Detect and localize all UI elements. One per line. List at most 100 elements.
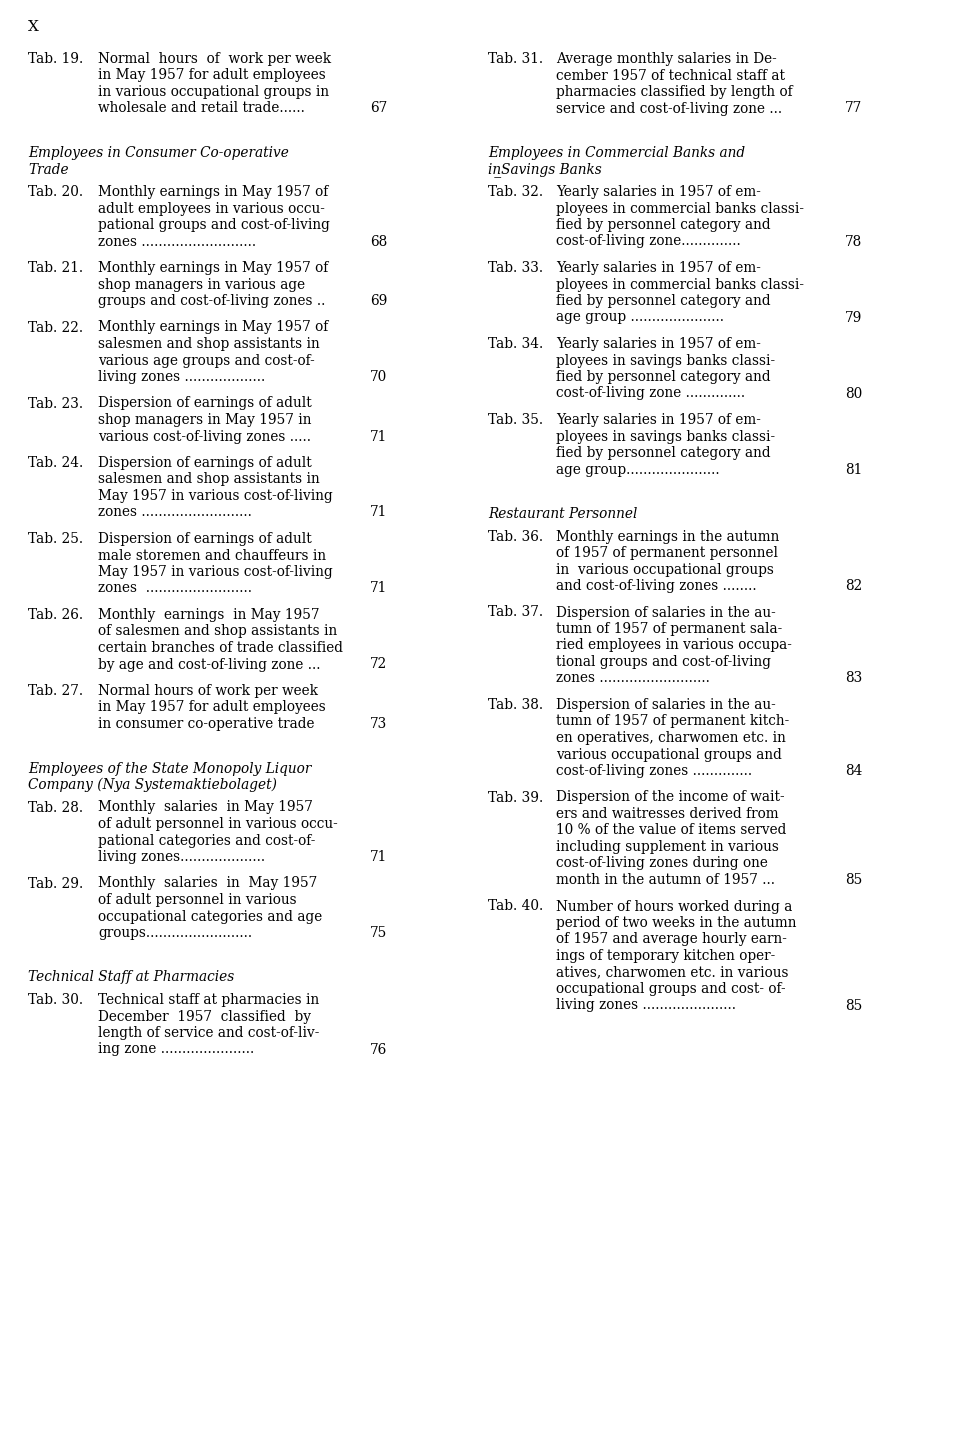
- Text: Yearly salaries in 1957 of em-: Yearly salaries in 1957 of em-: [556, 185, 761, 198]
- Text: May 1957 in various cost-of-living: May 1957 in various cost-of-living: [98, 489, 333, 503]
- Text: zones  .........................: zones .........................: [98, 582, 252, 595]
- Text: 83: 83: [845, 671, 862, 685]
- Text: Tab. 23.: Tab. 23.: [28, 397, 84, 411]
- Text: Monthly earnings in May 1957 of: Monthly earnings in May 1957 of: [98, 320, 328, 335]
- Text: Tab. 30.: Tab. 30.: [28, 993, 84, 1007]
- Text: Tab. 29.: Tab. 29.: [28, 877, 84, 891]
- Text: shop managers in May 1957 in: shop managers in May 1957 in: [98, 412, 311, 427]
- Text: wholesale and retail trade......: wholesale and retail trade......: [98, 102, 305, 115]
- Text: Tab. 19.: Tab. 19.: [28, 52, 84, 66]
- Text: Tab. 39.: Tab. 39.: [488, 790, 543, 805]
- Text: of 1957 and average hourly earn-: of 1957 and average hourly earn-: [556, 933, 787, 947]
- Text: 71: 71: [370, 506, 387, 520]
- Text: Normal hours of work per week: Normal hours of work per week: [98, 684, 318, 698]
- Text: Tab. 40.: Tab. 40.: [488, 900, 543, 914]
- Text: shop managers in various age: shop managers in various age: [98, 277, 305, 292]
- Text: tional groups and cost-of-living: tional groups and cost-of-living: [556, 655, 771, 670]
- Text: 68: 68: [370, 234, 387, 249]
- Text: X: X: [28, 20, 38, 34]
- Text: Dispersion of earnings of adult: Dispersion of earnings of adult: [98, 397, 312, 411]
- Text: Dispersion of earnings of adult: Dispersion of earnings of adult: [98, 532, 312, 546]
- Text: 85: 85: [845, 874, 862, 887]
- Text: living zones ...................: living zones ...................: [98, 369, 265, 384]
- Text: Tab. 33.: Tab. 33.: [488, 262, 543, 274]
- Text: May 1957 in various cost-of-living: May 1957 in various cost-of-living: [98, 565, 333, 579]
- Text: 10 % of the value of items served: 10 % of the value of items served: [556, 823, 786, 838]
- Text: Technical staff at pharmacies in: Technical staff at pharmacies in: [98, 993, 320, 1007]
- Text: 78: 78: [845, 234, 862, 249]
- Text: ing zone ......................: ing zone ......................: [98, 1042, 254, 1056]
- Text: male storemen and chauffeurs in: male storemen and chauffeurs in: [98, 549, 326, 562]
- Text: by age and cost-of-living zone ...: by age and cost-of-living zone ...: [98, 658, 321, 671]
- Text: Tab. 24.: Tab. 24.: [28, 456, 84, 470]
- Text: 70: 70: [370, 369, 387, 384]
- Text: living zones ......................: living zones ......................: [556, 999, 736, 1013]
- Text: Employees in Consumer Co-operative: Employees in Consumer Co-operative: [28, 147, 289, 160]
- Text: groups.........................: groups.........................: [98, 925, 252, 940]
- Text: of 1957 of permanent personnel: of 1957 of permanent personnel: [556, 546, 778, 560]
- Text: Tab. 35.: Tab. 35.: [488, 412, 543, 427]
- Text: 79: 79: [845, 310, 862, 325]
- Text: Monthly  earnings  in May 1957: Monthly earnings in May 1957: [98, 608, 320, 622]
- Text: Dispersion of salaries in the au-: Dispersion of salaries in the au-: [556, 605, 776, 619]
- Text: Yearly salaries in 1957 of em-: Yearly salaries in 1957 of em-: [556, 412, 761, 427]
- Text: cember 1957 of technical staff at: cember 1957 of technical staff at: [556, 69, 785, 82]
- Text: 82: 82: [845, 579, 862, 593]
- Text: 81: 81: [845, 463, 862, 477]
- Text: Restaurant Personnel: Restaurant Personnel: [488, 507, 637, 522]
- Text: tumn of 1957 of permanent sala-: tumn of 1957 of permanent sala-: [556, 622, 782, 637]
- Text: occupational categories and age: occupational categories and age: [98, 910, 323, 924]
- Text: Company (Nya Systemaktiebolaget): Company (Nya Systemaktiebolaget): [28, 777, 277, 792]
- Text: Dispersion of earnings of adult: Dispersion of earnings of adult: [98, 456, 312, 470]
- Text: December  1957  classified  by: December 1957 classified by: [98, 1010, 311, 1023]
- Text: in various occupational groups in: in various occupational groups in: [98, 85, 329, 99]
- Text: of adult personnel in various occu-: of adult personnel in various occu-: [98, 818, 338, 831]
- Text: Employees of the State Monopoly Liquor: Employees of the State Monopoly Liquor: [28, 762, 311, 776]
- Text: atives, charwomen etc. in various: atives, charwomen etc. in various: [556, 966, 788, 980]
- Text: ployees in savings banks classi-: ployees in savings banks classi-: [556, 430, 775, 444]
- Text: various cost-of-living zones .....: various cost-of-living zones .....: [98, 430, 311, 444]
- Text: 77: 77: [845, 102, 862, 115]
- Text: fied by personnel category and: fied by personnel category and: [556, 445, 771, 460]
- Text: salesmen and shop assistants in: salesmen and shop assistants in: [98, 338, 320, 351]
- Text: 73: 73: [370, 717, 387, 731]
- Text: various age groups and cost-of-: various age groups and cost-of-: [98, 354, 315, 368]
- Text: Monthly  salaries  in  May 1957: Monthly salaries in May 1957: [98, 877, 317, 891]
- Text: of adult personnel in various: of adult personnel in various: [98, 892, 297, 907]
- Text: 72: 72: [370, 658, 387, 671]
- Text: Tab. 21.: Tab. 21.: [28, 262, 84, 274]
- Text: fied by personnel category and: fied by personnel category and: [556, 295, 771, 308]
- Text: in  various occupational groups: in various occupational groups: [556, 562, 774, 576]
- Text: Tab. 22.: Tab. 22.: [28, 320, 84, 335]
- Text: cost-of-living zone..............: cost-of-living zone..............: [556, 234, 741, 249]
- Text: various occupational groups and: various occupational groups and: [556, 747, 781, 762]
- Text: 85: 85: [845, 999, 862, 1013]
- Text: ployees in commercial banks classi-: ployees in commercial banks classi-: [556, 201, 804, 216]
- Text: pational groups and cost-of-living: pational groups and cost-of-living: [98, 218, 330, 231]
- Text: fied by personnel category and: fied by personnel category and: [556, 369, 771, 384]
- Text: Tab. 34.: Tab. 34.: [488, 338, 543, 351]
- Text: Monthly  salaries  in May 1957: Monthly salaries in May 1957: [98, 800, 313, 815]
- Text: Tab. 27.: Tab. 27.: [28, 684, 84, 698]
- Text: tumn of 1957 of permanent kitch-: tumn of 1957 of permanent kitch-: [556, 714, 789, 729]
- Text: groups and cost-of-living zones ..: groups and cost-of-living zones ..: [98, 295, 325, 308]
- Text: zones ..........................: zones ..........................: [556, 671, 709, 685]
- Text: Tab. 37.: Tab. 37.: [488, 605, 543, 619]
- Text: en operatives, charwomen etc. in: en operatives, charwomen etc. in: [556, 731, 786, 744]
- Text: Trade: Trade: [28, 162, 68, 177]
- Text: 67: 67: [370, 102, 387, 115]
- Text: Tab. 36.: Tab. 36.: [488, 529, 543, 543]
- Text: age group ......................: age group ......................: [556, 310, 724, 325]
- Text: in̲Savings Banks: in̲Savings Banks: [488, 162, 602, 177]
- Text: ployees in commercial banks classi-: ployees in commercial banks classi-: [556, 277, 804, 292]
- Text: occupational groups and cost- of-: occupational groups and cost- of-: [556, 981, 785, 996]
- Text: 71: 71: [370, 851, 387, 864]
- Text: adult employees in various occu-: adult employees in various occu-: [98, 201, 324, 216]
- Text: cost-of-living zone ..............: cost-of-living zone ..............: [556, 387, 745, 401]
- Text: Tab. 20.: Tab. 20.: [28, 185, 84, 198]
- Text: Technical Staff at Pharmacies: Technical Staff at Pharmacies: [28, 970, 234, 984]
- Text: Yearly salaries in 1957 of em-: Yearly salaries in 1957 of em-: [556, 338, 761, 351]
- Text: zones ...........................: zones ...........................: [98, 234, 256, 249]
- Text: period of two weeks in the autumn: period of two weeks in the autumn: [556, 915, 797, 930]
- Text: pharmacies classified by length of: pharmacies classified by length of: [556, 85, 793, 99]
